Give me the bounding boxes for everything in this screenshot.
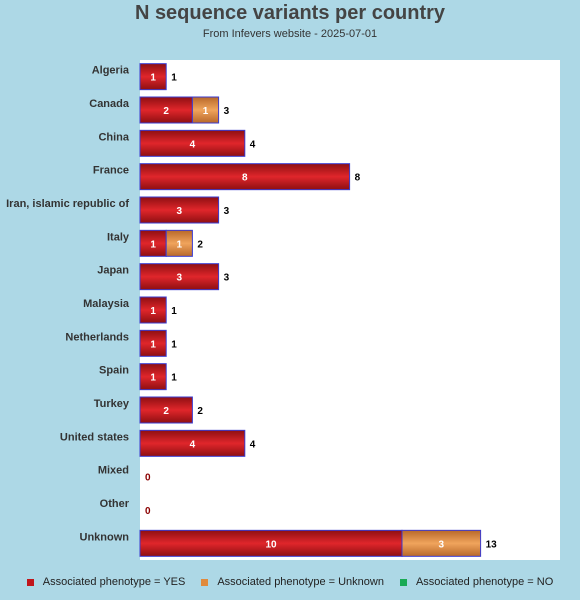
category-label-netherlands: Netherlands [65,331,129,343]
category-label-united-states: United states [60,431,129,443]
bar-japan-series-0 [139,263,220,291]
bar-value-label-malaysia-series-0: 1 [150,306,156,317]
total-label-canada: 3 [224,106,230,117]
bar-unknown-series-1 [401,529,482,557]
total-label-iran-islamic-republic-of: 3 [224,206,230,217]
total-label-algeria: 1 [171,73,177,84]
category-label-other: Other [100,498,130,510]
bar-value-label-spain-series-0: 1 [150,373,156,384]
category-label-china: China [98,131,129,143]
total-label-spain: 1 [171,373,177,384]
category-labels: Algeria Canada China France Iran, islamic re… [6,65,130,544]
bar-value-label-canada-series-0: 2 [163,106,169,117]
category-label-france: France [93,165,129,177]
total-label-netherlands: 1 [171,339,177,350]
bar-malaysia-series-0 [139,296,167,324]
bar-spain-series-0 [139,363,167,391]
legend-item-no: Associated phenotype = NO [399,576,554,588]
legend-label-unknown: Associated phenotype = Unknown [217,576,384,588]
bar-canada-series-1 [191,96,220,124]
bar-chart: Algeria Canada China France Iran, islamic re… [6,60,560,560]
chart-title: N sequence variants per country [134,2,446,24]
legend-swatch-unknown [201,578,209,586]
bar-value-label-france-series-0: 8 [242,173,248,184]
bar-value-label-italy-series-0: 1 [150,239,156,250]
total-label-turkey: 2 [197,406,203,417]
total-label-malaysia: 1 [171,306,177,317]
bar-value-label-iran-islamic-republic-of-series-0: 3 [177,206,183,217]
legend-label-no: Associated phenotype = NO [415,576,554,588]
total-label-mixed: 0 [145,473,151,484]
legend-item-yes: Associated phenotype = YES [26,576,186,588]
total-label-other: 0 [145,506,151,517]
bar-canada-series-0 [139,96,193,124]
category-label-algeria: Algeria [92,65,130,77]
bar-value-label-united-states-series-0: 4 [190,439,196,450]
total-label-italy: 2 [197,239,203,250]
bar-value-label-turkey-series-0: 2 [163,406,169,417]
bar-value-label-unknown-series-1: 3 [439,539,445,550]
total-label-france: 8 [355,173,361,184]
legend-label-yes: Associated phenotype = YES [42,576,186,588]
total-label-united-states: 4 [250,439,256,450]
bar-china-series-0 [139,129,246,157]
bar-unknown-series-0 [139,529,403,557]
legend-swatch-no [399,578,407,586]
category-label-malaysia: Malaysia [83,298,130,310]
category-label-italy: Italy [107,231,130,243]
bar-value-label-unknown-series-0: 10 [265,539,277,550]
category-label-unknown: Unknown [80,531,130,543]
category-label-spain: Spain [99,365,129,377]
bar-united-states-series-0 [139,429,246,457]
bar-value-label-italy-series-1: 1 [177,239,183,250]
bar-turkey-series-0 [139,396,193,424]
bar-value-label-japan-series-0: 3 [177,273,183,284]
total-label-unknown: 13 [486,539,498,550]
category-label-turkey: Turkey [94,398,130,410]
category-label-canada: Canada [89,98,130,110]
bar-france-series-0 [139,163,351,191]
bar-italy-series-1 [165,229,193,257]
bar-value-label-netherlands-series-0: 1 [150,339,156,350]
legend-item-unknown: Associated phenotype = Unknown [201,576,384,588]
bar-value-label-china-series-0: 4 [190,139,196,150]
chart-subtitle: From Infevers website - 2025-07-01 [202,28,378,40]
category-label-japan: Japan [97,265,129,277]
total-label-japan: 3 [224,273,230,284]
category-label-mixed: Mixed [98,465,129,477]
category-label-iran-islamic-republic-of: Iran, islamic republic of [6,198,129,210]
bar-algeria-series-0 [139,63,167,91]
bar-value-label-canada-series-1: 1 [203,106,209,117]
bar-iran-islamic-republic-of-series-0 [139,196,220,224]
legend-swatch-yes [26,578,34,586]
bar-value-label-algeria-series-0: 1 [150,73,156,84]
bar-netherlands-series-0 [139,329,167,357]
total-label-china: 4 [250,139,256,150]
legend: Associated phenotype = YES Associated ph… [0,576,580,588]
